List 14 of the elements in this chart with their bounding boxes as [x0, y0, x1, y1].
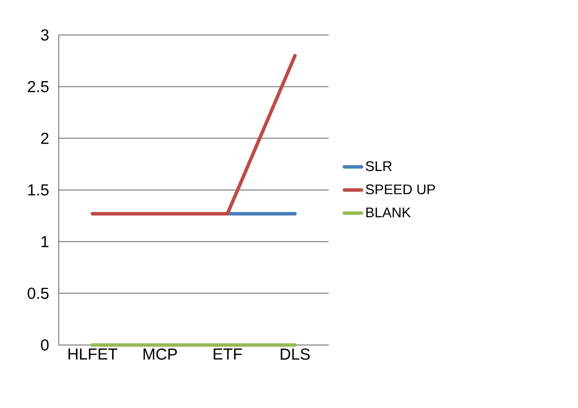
y-tick-label: 0	[40, 339, 49, 351]
y-tick-label: 3	[40, 29, 49, 41]
legend-label: SPEED UP	[366, 184, 435, 194]
y-tick-label: 2.5	[28, 80, 49, 92]
x-tick-label: DLS	[280, 348, 310, 360]
x-tick-label: ETF	[214, 348, 242, 360]
y-tick-label: 0.5	[28, 288, 49, 299]
legend-label: BLANK	[366, 208, 411, 218]
y-tick-label: 2	[41, 132, 48, 144]
y-tick-label: 1.5	[28, 184, 49, 196]
x-tick-label: MCP	[144, 348, 177, 360]
legend-label: SLR	[366, 161, 392, 172]
x-tick-label: HLFET	[68, 348, 118, 360]
y-tick-label: 1	[42, 236, 48, 248]
